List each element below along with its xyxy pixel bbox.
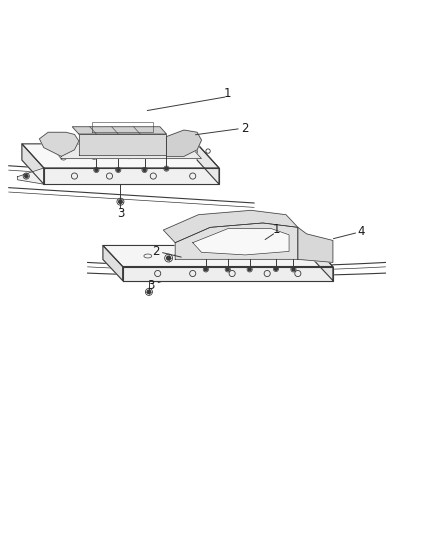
Polygon shape [22, 144, 219, 168]
Text: 1: 1 [272, 223, 280, 236]
Polygon shape [22, 144, 44, 184]
Circle shape [25, 174, 28, 177]
Circle shape [275, 268, 277, 270]
Polygon shape [48, 144, 201, 158]
Text: 4: 4 [357, 225, 365, 238]
Circle shape [95, 168, 98, 172]
Circle shape [165, 167, 168, 170]
Text: 3: 3 [148, 279, 155, 292]
Circle shape [205, 268, 207, 271]
Polygon shape [163, 211, 298, 243]
Polygon shape [44, 168, 219, 184]
Polygon shape [72, 127, 166, 134]
Polygon shape [79, 134, 166, 155]
Polygon shape [197, 144, 219, 184]
Polygon shape [313, 246, 333, 280]
Circle shape [143, 168, 146, 172]
Polygon shape [103, 246, 123, 280]
Text: 3: 3 [117, 207, 124, 221]
Polygon shape [103, 246, 333, 266]
Circle shape [119, 200, 122, 204]
Polygon shape [123, 266, 333, 280]
Circle shape [248, 268, 251, 271]
Polygon shape [298, 228, 333, 262]
Polygon shape [18, 168, 44, 184]
Polygon shape [39, 132, 79, 156]
Circle shape [226, 268, 229, 271]
Circle shape [117, 168, 120, 172]
Text: 2: 2 [241, 122, 249, 135]
Polygon shape [175, 223, 298, 260]
Text: 1: 1 [224, 87, 232, 100]
Circle shape [166, 256, 170, 260]
Circle shape [292, 268, 295, 271]
Text: 2: 2 [152, 245, 159, 257]
Polygon shape [166, 130, 201, 156]
Polygon shape [193, 229, 289, 255]
Circle shape [147, 290, 151, 294]
